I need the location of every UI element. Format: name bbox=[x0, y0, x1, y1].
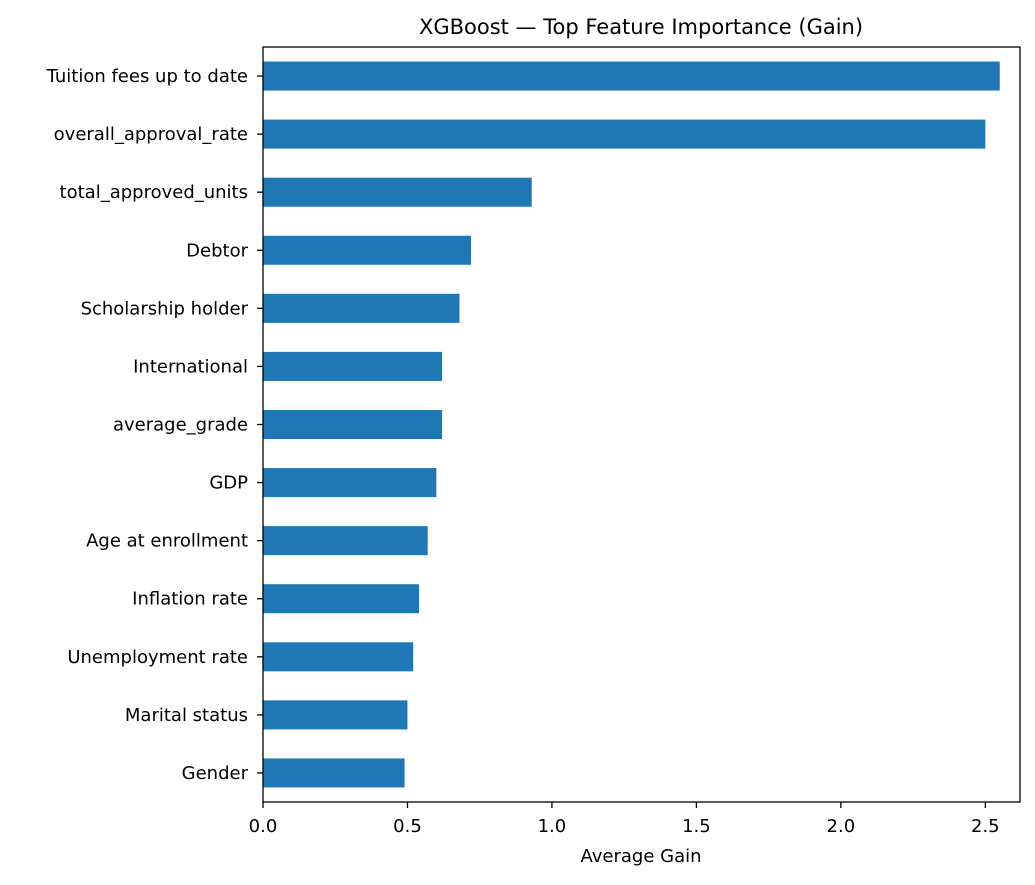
y-tick-label: overall_approval_rate bbox=[54, 124, 248, 145]
x-axis-label: Average Gain bbox=[580, 846, 701, 867]
y-tick-label: Tuition fees up to date bbox=[46, 66, 248, 87]
bar bbox=[263, 409, 443, 440]
bar bbox=[263, 177, 532, 207]
y-tick-label: Marital status bbox=[125, 705, 248, 726]
y-tick-label: International bbox=[133, 356, 248, 377]
y-axis-ticks: Tuition fees up to date overall_approval_… bbox=[46, 66, 263, 784]
y-tick-label: Inflation rate bbox=[132, 589, 248, 610]
x-tick-label: 2.0 bbox=[827, 816, 856, 837]
bar bbox=[263, 351, 443, 381]
y-tick-label: average_grade bbox=[113, 415, 248, 436]
bar bbox=[263, 758, 405, 788]
x-tick-label: 1.5 bbox=[682, 816, 711, 837]
x-tick-label: 0.0 bbox=[249, 816, 278, 837]
y-tick-label: total_approved_units bbox=[60, 182, 248, 203]
bar bbox=[263, 700, 408, 730]
bar bbox=[263, 468, 437, 498]
y-tick-label: Gender bbox=[182, 763, 249, 784]
x-tick-label: 2.5 bbox=[971, 816, 1000, 837]
bars-layer bbox=[263, 61, 1000, 788]
y-tick-label: Unemployment rate bbox=[67, 647, 248, 668]
y-tick-label: Debtor bbox=[186, 240, 248, 261]
y-tick-label: GDP bbox=[209, 473, 248, 494]
x-tick-label: 1.0 bbox=[538, 816, 567, 837]
bar bbox=[263, 235, 472, 265]
y-tick-label: Age at enrollment bbox=[86, 531, 248, 552]
y-tick-label: Scholarship holder bbox=[81, 298, 249, 319]
x-axis-ticks: 0.0 0.5 1.0 1.5 2.0 2.5 bbox=[249, 802, 1000, 837]
bar bbox=[263, 119, 986, 149]
bar bbox=[263, 61, 1000, 91]
bar bbox=[263, 526, 428, 556]
chart-title: XGBoost — Top Feature Importance (Gain) bbox=[419, 15, 863, 39]
plot-frame bbox=[262, 46, 1021, 803]
bar bbox=[263, 293, 460, 323]
bar bbox=[263, 642, 414, 672]
x-tick-label: 0.5 bbox=[393, 816, 422, 837]
bar bbox=[263, 584, 420, 614]
